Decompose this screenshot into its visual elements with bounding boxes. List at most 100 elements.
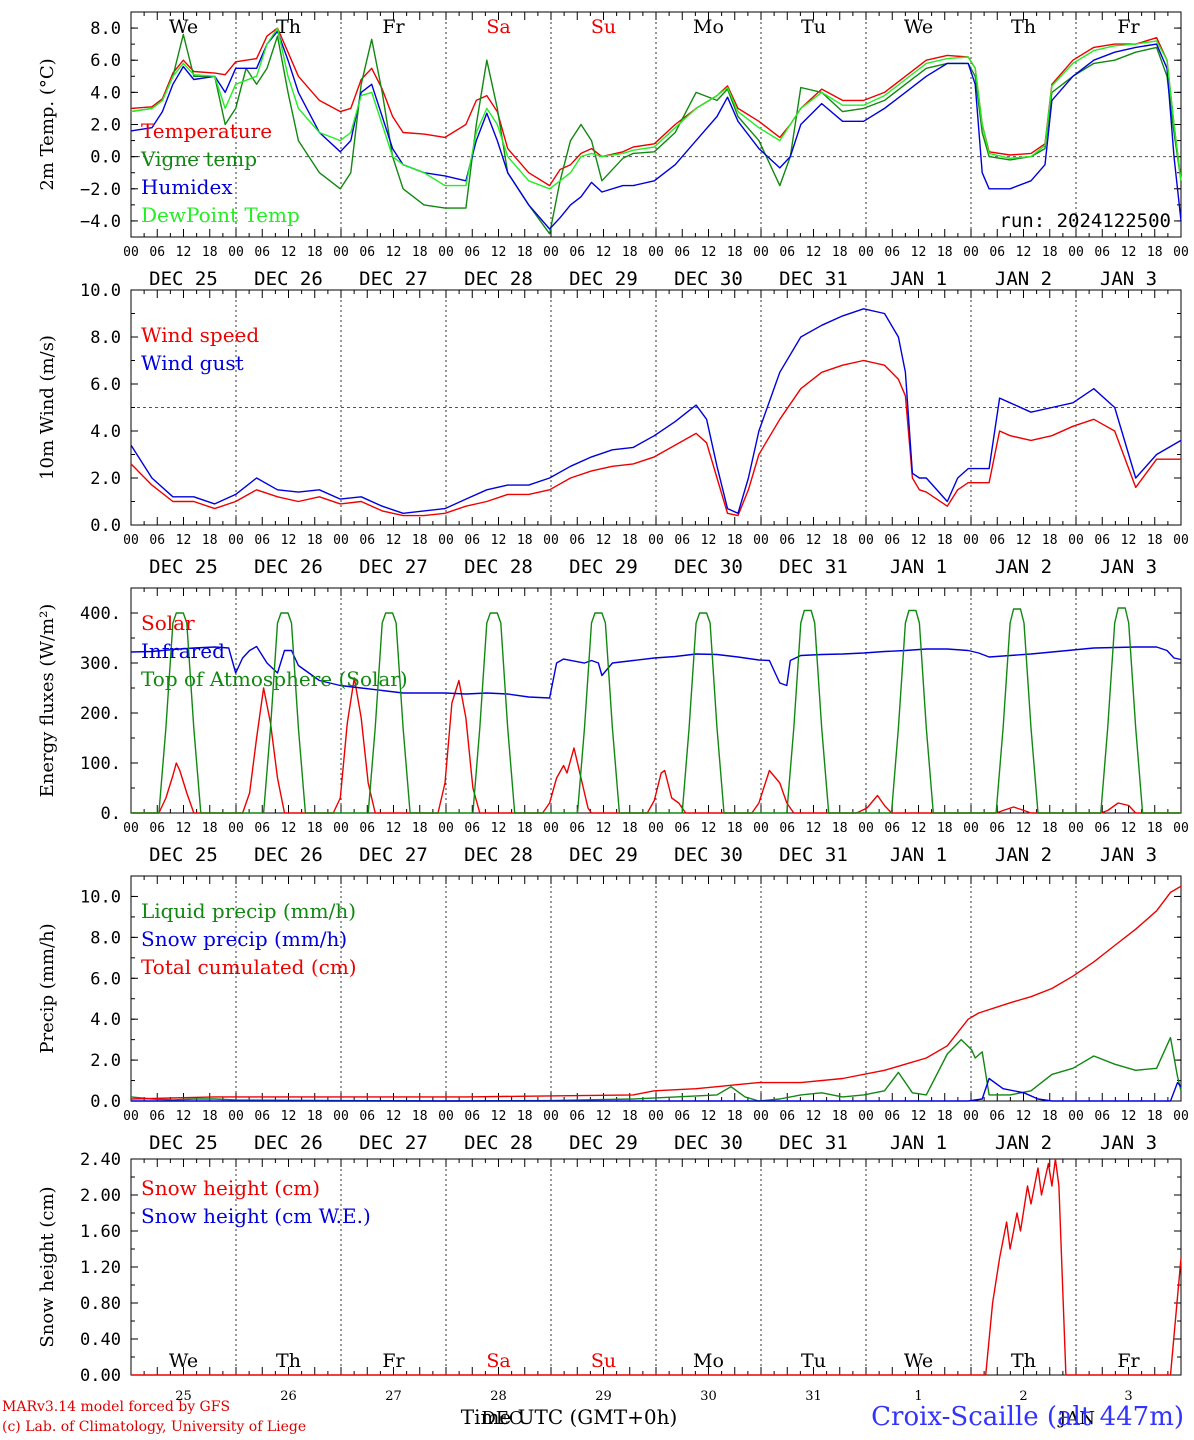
y-tick-label: 100. [80,754,121,774]
y-tick-label: 6.0 [90,969,121,989]
hour-tick-label: 00 [123,821,139,836]
date-label: DEC 28 [464,268,533,290]
hour-tick-label: 00 [333,533,349,548]
hour-tick-label: 18 [937,533,953,548]
hour-tick-label: 06 [674,1109,690,1124]
date-label: JAN 2 [995,844,1052,866]
hour-tick-label: 12 [281,1109,297,1124]
run-label: run: 2024122500 [999,210,1171,232]
y-tick-label: 10.0 [80,887,121,907]
hour-tick-label: 06 [884,1109,900,1124]
date-label: JAN 2 [995,1132,1052,1154]
hour-tick-label: 06 [989,533,1005,548]
weekday-label: Fr [1117,1350,1140,1372]
day-number-label: 30 [700,1389,717,1404]
day-number-label: 2 [1019,1389,1027,1404]
hour-tick-label: 12 [911,245,927,260]
hour-tick-label: 06 [254,821,270,836]
hour-tick-label: 12 [806,821,822,836]
series-line-snow-height-cm [131,1158,1182,1376]
hour-tick-label: 06 [1094,245,1110,260]
legend-entry: Wind speed [141,323,259,347]
series-line-snow-precip-mm-h [131,1077,1182,1102]
hour-tick-label: 18 [937,821,953,836]
hour-tick-label: 00 [438,1109,454,1124]
y-axis-label: Energy fluxes (W/m²) [37,604,58,798]
hour-tick-label: 18 [622,533,638,548]
hour-tick-label: 00 [648,821,664,836]
legend-entry: Snow precip (mm/h) [141,927,347,951]
hour-tick-label: 12 [701,533,717,548]
hour-tick-label: 18 [412,245,428,260]
hour-tick-label: 06 [569,533,585,548]
y-tick-label: 8.0 [90,328,121,348]
hour-tick-label: 06 [149,1109,165,1124]
hour-tick-label: 12 [491,533,507,548]
date-label: JAN 1 [890,844,947,866]
hour-tick-label: 06 [464,245,480,260]
y-tick-label: −2.0 [80,180,121,200]
date-label: DEC 27 [359,556,428,578]
hour-tick-label: 06 [254,1109,270,1124]
hour-tick-label: 06 [989,245,1005,260]
hour-tick-label: 12 [701,1109,717,1124]
date-label: DEC 31 [779,844,848,866]
hour-tick-label: 00 [753,533,769,548]
series-line-top-of-atmosphere-solar [131,607,1181,814]
series-line-wind-gust [130,308,1182,514]
hour-tick-label: 18 [517,245,533,260]
hour-tick-label: 00 [648,245,664,260]
hour-tick-label: 18 [1147,533,1163,548]
weekday-label: Fr [1117,16,1140,38]
hour-tick-label: 12 [1016,821,1032,836]
y-axis-label: 10m Wind (m/s) [37,335,58,480]
date-label: DEC 25 [149,556,218,578]
hour-tick-label: 12 [386,245,402,260]
date-label: DEC 28 [464,556,533,578]
hour-tick-label: 06 [674,821,690,836]
date-label: JAN 3 [1100,556,1157,578]
hour-tick-label: 06 [884,821,900,836]
hour-tick-label: 00 [333,1109,349,1124]
y-tick-label: 2.0 [90,469,121,489]
hour-tick-label: 18 [517,1109,533,1124]
y-tick-label: 0.40 [80,1330,121,1350]
y-tick-label: 0.0 [90,516,121,536]
hour-tick-label: 00 [543,821,559,836]
y-tick-label: 10.0 [80,281,121,301]
panel-5: 0.00 0.40 0.80 1.20 1.60 2.00 2.40 Snow height … [37,1150,1182,1429]
hour-tick-label: 18 [832,245,848,260]
hour-tick-label: 00 [753,1109,769,1124]
weekday-label: Sa [486,16,510,38]
hour-tick-label: 18 [1147,245,1163,260]
day-number-label: 3 [1124,1389,1132,1404]
date-label: DEC 29 [569,556,638,578]
date-label: DEC 29 [569,1132,638,1154]
hour-tick-label: 18 [307,1109,323,1124]
hour-tick-label: 12 [1016,1109,1032,1124]
y-tick-label: −4.0 [80,212,121,232]
hour-tick-label: 06 [569,245,585,260]
y-tick-label: 2.0 [90,116,121,136]
hour-tick-label: 12 [911,1109,927,1124]
weekday-label: Th [1011,1350,1036,1372]
hour-tick-label: 06 [884,533,900,548]
panel-4: 0.0 2.0 4.0 6.0 8.0 10.0 Precip (mm/h) 00 06 12 18… [37,875,1189,1154]
hour-tick-label: 12 [386,1109,402,1124]
date-label: DEC 30 [674,844,743,866]
hour-tick-label: 12 [176,821,192,836]
date-label: DEC 28 [464,1132,533,1154]
hour-tick-label: 06 [779,821,795,836]
hour-tick-label: 18 [937,1109,953,1124]
hour-tick-label: 12 [911,821,927,836]
hour-tick-label: 18 [727,1109,743,1124]
hour-tick-label: 06 [884,245,900,260]
date-label: JAN 1 [890,556,947,578]
hour-tick-label: 06 [1094,1109,1110,1124]
date-label: JAN 3 [1100,1132,1157,1154]
hour-tick-label: 12 [386,533,402,548]
y-tick-label: 200. [80,704,121,724]
date-label: DEC 25 [149,1132,218,1154]
hour-tick-label: 00 [333,821,349,836]
date-label: JAN 1 [890,268,947,290]
